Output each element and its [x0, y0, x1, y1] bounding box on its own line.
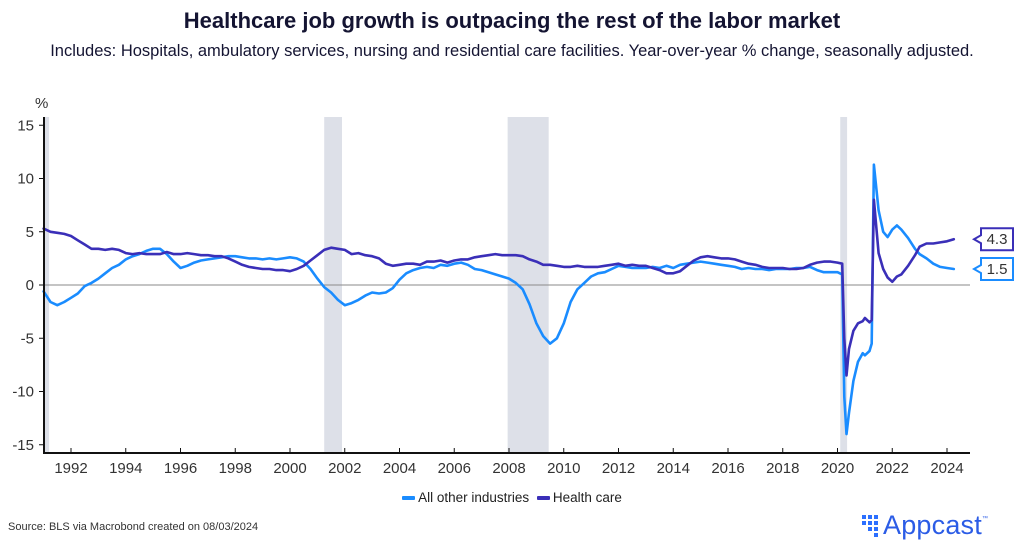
y-ticks: 15 10 5 0 -5 -10 -15: [12, 117, 44, 454]
appcast-logo: Appcast ™: [862, 510, 988, 541]
line-chart: 15 10 5 0 -5 -10 -15 1992 1994 1996 1998 2000 2002 2…: [12, 95, 1014, 477]
x-tick-label: 2024: [930, 460, 963, 477]
x-tick-label: 2006: [438, 460, 471, 477]
legend-item-health-care[interactable]: Health care: [536, 490, 622, 505]
y-tick-label: 5: [26, 224, 34, 241]
x-ticks: 1992 1994 1996 1998 2000 2002 2004 2006 2008 2010…: [54, 448, 964, 477]
chart-subtitle: Includes: Hospitals, ambulatory services…: [50, 42, 974, 60]
y-tick-label: -5: [21, 330, 34, 347]
x-tick-label: 1994: [109, 460, 142, 477]
x-tick-label: 2012: [602, 460, 635, 477]
y-tick-label: 15: [17, 117, 34, 134]
x-tick-label: 2014: [657, 460, 690, 477]
x-tick-label: 1996: [164, 460, 197, 477]
y-tick-label: 10: [17, 171, 34, 188]
series-line-all-other-industries: [42, 163, 956, 436]
end-label-box: [971, 227, 1014, 252]
appcast-wordmark: Appcast: [883, 510, 982, 540]
appcast-dots-icon: [862, 514, 878, 537]
x-tick-label: 1998: [219, 460, 252, 477]
end-label-value: 4.3: [987, 231, 1008, 248]
x-tick-label: 2020: [821, 460, 854, 477]
series-group: [42, 163, 956, 436]
end-label-health-care: 4.3: [971, 227, 1014, 252]
series-line-health-care: [42, 198, 956, 377]
x-tick-label: 2000: [273, 460, 306, 477]
x-tick-label: 2004: [383, 460, 416, 477]
end-label-box: [971, 257, 1014, 282]
x-tick-label: 2018: [766, 460, 799, 477]
legend-swatch-all-other: [402, 496, 416, 501]
x-tick-label: 2008: [492, 460, 525, 477]
x-tick-label: 2002: [328, 460, 361, 477]
source-note: Source: BLS via Macrobond created on 08/…: [8, 521, 259, 533]
y-tick-label: -15: [12, 437, 34, 454]
legend-item-all-other[interactable]: All other industries: [402, 490, 533, 505]
end-labels: 1.5 4.3: [971, 227, 1014, 282]
end-label-value: 1.5: [987, 261, 1008, 278]
legend-swatch-health-care: [536, 496, 550, 501]
y-tick-label: 0: [26, 277, 34, 294]
y-axis-unit-label: %: [35, 95, 48, 112]
x-tick-label: 2016: [711, 460, 744, 477]
trademark-symbol: ™: [981, 516, 988, 522]
x-tick-label: 1992: [54, 460, 87, 477]
legend: All other industries Health care: [0, 490, 1024, 505]
legend-label-health-care: Health care: [552, 490, 622, 505]
end-label-all-other-industries: 1.5: [971, 257, 1014, 282]
y-tick-label: -10: [12, 384, 34, 401]
chart-title: Healthcare job growth is outpacing the r…: [183, 8, 841, 33]
legend-label-all-other: All other industries: [418, 490, 530, 505]
x-tick-label: 2022: [876, 460, 909, 477]
x-tick-label: 2010: [547, 460, 580, 477]
